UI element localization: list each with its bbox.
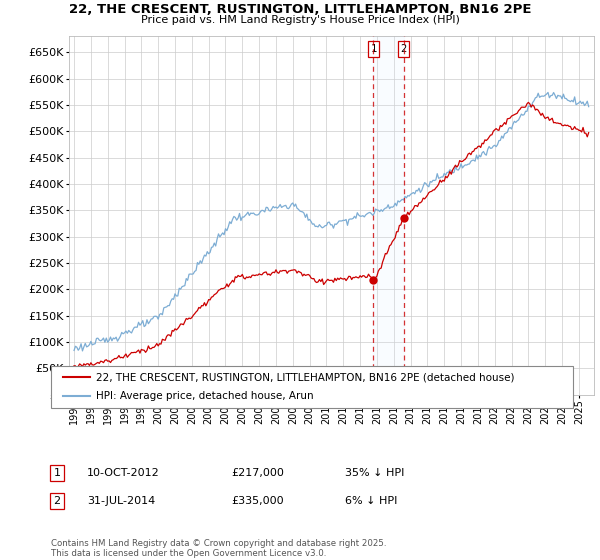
Text: Contains HM Land Registry data © Crown copyright and database right 2025.
This d: Contains HM Land Registry data © Crown c…: [51, 539, 386, 558]
Text: 6% ↓ HPI: 6% ↓ HPI: [345, 496, 397, 506]
Text: 22, THE CRESCENT, RUSTINGTON, LITTLEHAMPTON, BN16 2PE (detached house): 22, THE CRESCENT, RUSTINGTON, LITTLEHAMP…: [96, 372, 515, 382]
Text: 10-OCT-2012: 10-OCT-2012: [87, 468, 160, 478]
Text: 2: 2: [400, 44, 407, 54]
Bar: [373, 36, 404, 395]
Text: Price paid vs. HM Land Registry's House Price Index (HPI): Price paid vs. HM Land Registry's House …: [140, 15, 460, 25]
Text: £217,000: £217,000: [231, 468, 284, 478]
Text: 1: 1: [370, 44, 377, 54]
Text: 35% ↓ HPI: 35% ↓ HPI: [345, 468, 404, 478]
Text: 2: 2: [53, 496, 61, 506]
Text: 31-JUL-2014: 31-JUL-2014: [87, 496, 155, 506]
Text: 22, THE CRESCENT, RUSTINGTON, LITTLEHAMPTON, BN16 2PE: 22, THE CRESCENT, RUSTINGTON, LITTLEHAMP…: [69, 3, 531, 16]
Text: 1: 1: [53, 468, 61, 478]
Text: £335,000: £335,000: [231, 496, 284, 506]
Text: HPI: Average price, detached house, Arun: HPI: Average price, detached house, Arun: [96, 391, 314, 401]
